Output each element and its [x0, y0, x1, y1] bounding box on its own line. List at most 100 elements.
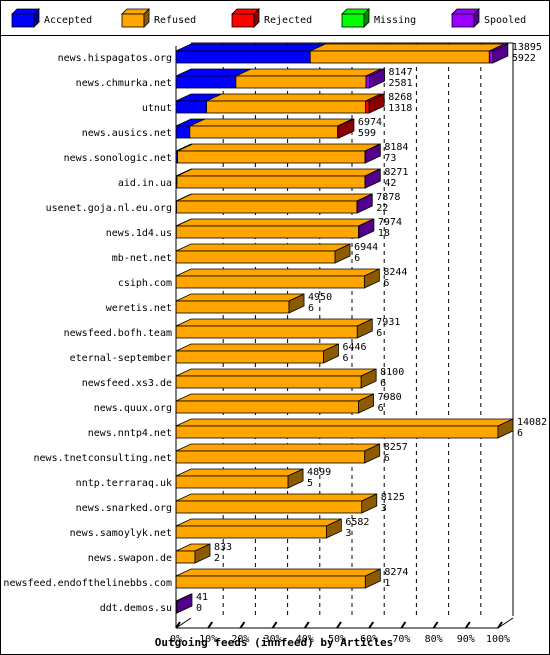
legend-item: Rejected: [231, 8, 312, 28]
category-label: news.sonologic.net: [64, 153, 172, 164]
value-label-second: 6: [376, 328, 382, 339]
category-label: csiph.com: [118, 278, 172, 289]
value-label-total: 8184: [384, 142, 408, 153]
value-label-total: 7974: [378, 217, 402, 228]
x-tick-label: 100%: [486, 634, 510, 645]
value-label-total: 13895: [512, 42, 542, 53]
x-tick-label: 70%: [392, 634, 410, 645]
bar-segment-top: [175, 468, 304, 477]
value-label-total: 8244: [383, 267, 407, 278]
legend-swatch: [451, 13, 475, 28]
value-label-second: 73: [384, 153, 396, 164]
bar-segment-top: [175, 493, 377, 502]
bar-row: [175, 43, 509, 64]
bar-row: [175, 218, 375, 239]
bar-segment-top: [176, 193, 373, 202]
bar-segment: [175, 500, 363, 514]
value-label-second: 6: [354, 253, 360, 264]
category-label: utnut: [142, 103, 172, 114]
value-label-total: 8257: [384, 442, 408, 453]
x-tick-label: 50%: [328, 634, 346, 645]
value-label-second: 3: [381, 503, 387, 514]
legend-label: Accepted: [44, 15, 92, 26]
bar-row: [175, 468, 304, 489]
bar-segment-top: [175, 343, 339, 352]
legend-item: Accepted: [11, 8, 92, 28]
bar-segment: [206, 100, 367, 114]
x-tick: [497, 621, 503, 629]
x-tick-label: 60%: [360, 634, 378, 645]
bar-segment: [175, 475, 289, 489]
legend-item: Spooled: [451, 8, 526, 28]
value-label-total: 6582: [345, 517, 369, 528]
bar-segment: [175, 450, 366, 464]
category-label: usenet.goja.nl.eu.org: [46, 203, 172, 214]
bar-row: [175, 418, 514, 439]
category-label: news.snarked.org: [76, 503, 172, 514]
category-label: nntp.terraraq.uk: [76, 478, 172, 489]
bar-segment-top: [176, 168, 381, 177]
category-label: newsfeed.bofh.team: [64, 328, 172, 339]
bar-segment-top: [235, 68, 382, 77]
x-tick: [464, 621, 471, 629]
bar-row: [175, 593, 193, 614]
bar-row: [175, 243, 351, 264]
bar-row: [175, 318, 373, 339]
value-label-total: 6944: [354, 242, 378, 253]
bar-segment: [235, 75, 367, 89]
value-label-total: 14082: [517, 417, 547, 428]
bar-segment-top: [175, 518, 342, 527]
bar-side: [358, 393, 374, 414]
value-label-total: 7931: [376, 317, 400, 328]
value-label-second: 6: [378, 403, 384, 414]
x-axis: 0% 10% 20% 30% 40% 50% 60% 70% 80% 90% 100%: [170, 46, 514, 645]
value-label-total: 4899: [307, 467, 331, 478]
legend-item: Missing: [341, 8, 416, 28]
category-label: eternal-september: [70, 353, 172, 364]
legend-swatch-side: [363, 8, 370, 28]
legend-label: Refused: [154, 15, 196, 26]
bar-side: [492, 43, 509, 64]
bars: [175, 43, 514, 614]
bar-row: [175, 443, 381, 464]
bar-row: [175, 193, 373, 214]
bar-side: [358, 218, 375, 239]
bar-segment: [175, 50, 311, 64]
category-label: news.nntp4.net: [88, 428, 172, 439]
bar-segment-top: [310, 43, 505, 52]
bar-segment: [365, 100, 370, 114]
value-label-second: 5922: [512, 53, 536, 64]
bar-segment-top: [175, 268, 380, 277]
bar-segment-top: [175, 443, 380, 452]
bar-side: [356, 193, 373, 214]
category-label: newsfeed.xs3.de: [82, 378, 172, 389]
bar-segment: [175, 100, 207, 114]
x-tick-label: 40%: [296, 634, 314, 645]
value-label-second: 5: [307, 478, 313, 489]
category-label: weretis.net: [106, 303, 172, 314]
bar-segment: [175, 75, 237, 89]
bar-segment-top: [206, 93, 381, 102]
bar-segment: [175, 575, 366, 589]
value-label-total: 8271: [384, 167, 408, 178]
bar-side: [364, 568, 381, 589]
bar-segment-top: [175, 418, 514, 427]
value-label-second: 3: [345, 528, 351, 539]
value-label-second: 6: [308, 303, 314, 314]
legend-item: Refused: [121, 8, 196, 28]
legend-swatch-side: [33, 8, 40, 28]
bar-row: [175, 543, 211, 564]
category-label: ddt.demos.su: [100, 603, 172, 614]
bar-segment: [365, 75, 370, 89]
bar-side: [363, 268, 380, 289]
value-label-second: 6: [517, 428, 523, 439]
x-axis-title: Outgoing feeds (innfeed) by Articles: [155, 636, 393, 649]
bar-segment: [175, 400, 359, 414]
category-label: news.chmurka.net: [76, 78, 172, 89]
bar-segment: [175, 525, 327, 539]
legend: Accepted Refused Rejected Missing Spooled: [0, 8, 550, 36]
bar-row: [175, 118, 355, 139]
value-label-total: 41: [196, 592, 208, 603]
bar-side: [364, 143, 381, 164]
